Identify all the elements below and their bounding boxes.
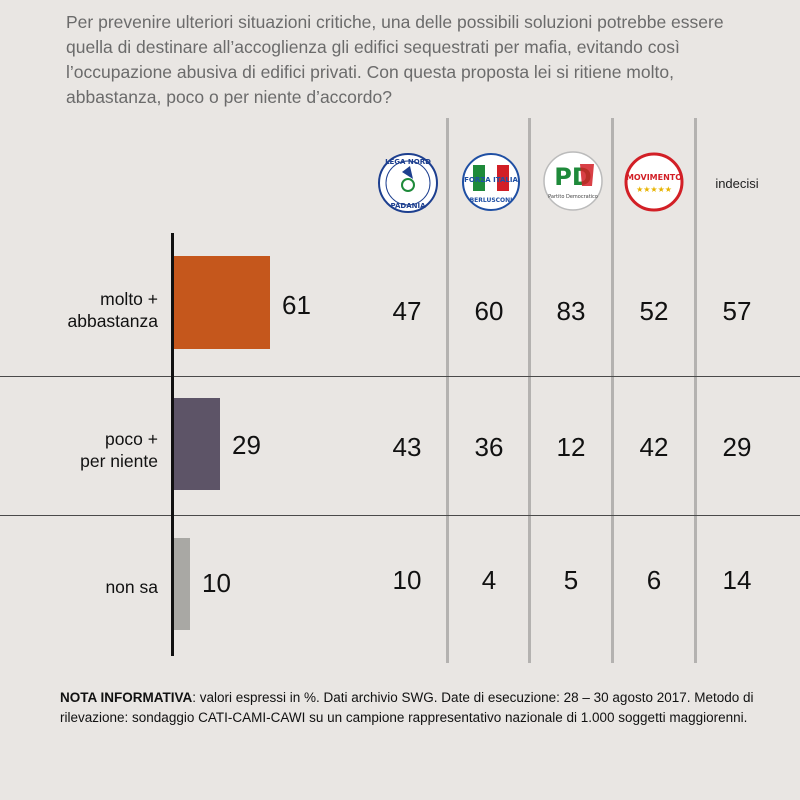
row-divider: [0, 376, 800, 377]
column-separator: [528, 118, 531, 663]
row-label-molto-line1: molto +: [100, 289, 158, 309]
cell-molto-indecisi: 57: [722, 296, 752, 326]
bar-value-molto: 61: [282, 290, 311, 320]
cell-poco-lega: 43: [392, 432, 422, 462]
footnote: NOTA INFORMATIVA: valori espressi in %. …: [60, 688, 780, 728]
cell-molto-fi: 60: [474, 296, 504, 326]
cell-nonsa-fi: 4: [481, 565, 497, 595]
cell-nonsa-lega: 10: [392, 565, 422, 595]
m5s-logo-text: MOVIMENTO: [626, 173, 682, 182]
row-label-poco-line1: poco +: [104, 429, 158, 449]
bar-non-sa: [174, 538, 190, 630]
movimento-5-stelle-logo: MOVIMENTO ★★★★★: [624, 152, 684, 212]
bar-axis: [171, 233, 174, 656]
pd-logo-caption: Partito Democratico: [548, 194, 598, 200]
row-label-molto: molto + abbastanza: [8, 288, 159, 332]
cell-poco-m5s: 42: [639, 432, 669, 462]
cell-poco-fi: 36: [474, 432, 504, 462]
cell-nonsa-indecisi: 14: [722, 565, 752, 595]
bar-value-poco: 29: [232, 430, 261, 460]
row-label-poco: poco + per niente: [8, 428, 158, 472]
row-label-molto-line2: abbastanza: [67, 311, 159, 331]
cell-molto-m5s: 52: [639, 296, 669, 326]
forza-italia-logo: FORZA ITALIA BERLUSCONI: [462, 153, 520, 211]
row-label-nonsa: non sa: [8, 576, 158, 598]
row-divider: [0, 515, 800, 516]
cell-molto-pd: 83: [556, 296, 586, 326]
row-label-nonsa-line2: non sa: [105, 577, 158, 597]
cell-molto-lega: 47: [392, 296, 422, 326]
lega-nord-logo-text-bottom: PADANIA: [390, 202, 426, 210]
forza-italia-logo-text-bottom: BERLUSCONI: [470, 197, 513, 204]
cell-poco-indecisi: 29: [722, 432, 752, 462]
cell-nonsa-m5s: 6: [646, 565, 662, 595]
cell-poco-pd: 12: [556, 432, 586, 462]
survey-question: Per prevenire ulteriori situazioni criti…: [66, 12, 724, 107]
footnote-text: : valori espressi in %. Dati archivio SW…: [60, 690, 754, 725]
column-separator: [446, 118, 449, 663]
partito-democratico-logo: PD Partito Democratico: [543, 151, 603, 211]
column-separator: [611, 118, 614, 663]
m5s-logo-stars: ★★★★★: [636, 185, 672, 194]
column-header-indecisi: indecisi: [715, 176, 759, 191]
footnote-title: NOTA INFORMATIVA: [60, 690, 193, 705]
forza-italia-logo-text-top: FORZA ITALIA: [464, 176, 518, 184]
lega-nord-logo-text-top: LEGA NORD: [385, 158, 431, 166]
bar-molto-abbastanza: [174, 256, 270, 349]
bar-value-nonsa: 10: [202, 568, 231, 598]
column-separator: [694, 118, 697, 663]
bar-poco-per-niente: [174, 398, 220, 490]
row-label-poco-line2: per niente: [80, 451, 158, 471]
cell-nonsa-pd: 5: [563, 565, 579, 595]
lega-nord-logo: LEGA NORD PADANIA: [378, 153, 438, 213]
